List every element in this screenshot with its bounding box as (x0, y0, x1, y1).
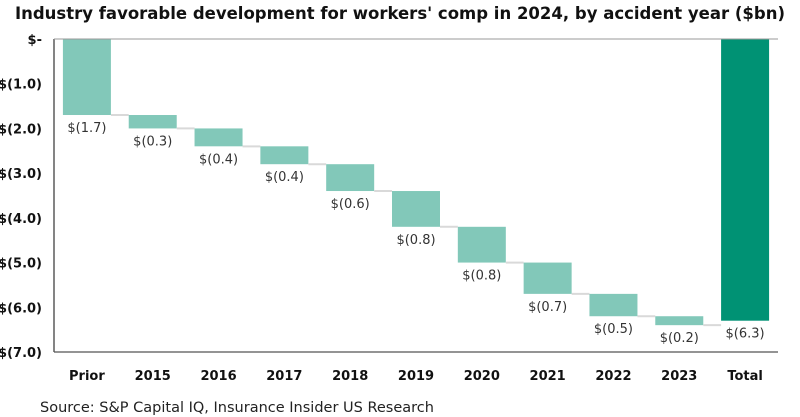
x-tick-label: 2018 (332, 369, 368, 384)
x-tick-label: 2023 (661, 369, 697, 384)
data-label: $(1.7) (67, 121, 106, 136)
data-label: $(0.4) (199, 152, 238, 167)
bar-2017 (260, 146, 309, 165)
data-label: $(0.8) (396, 233, 435, 248)
data-label: $(0.5) (594, 322, 633, 337)
y-tick-label: $(6.0) (0, 301, 42, 316)
data-label: $(0.6) (331, 197, 370, 212)
data-label: $(6.3) (726, 327, 765, 342)
x-tick-label: 2021 (530, 369, 566, 384)
bar-2019 (392, 191, 440, 227)
bar-2022 (589, 293, 638, 317)
chart-title: Industry favorable development for worke… (15, 4, 785, 23)
x-tick-label: 2016 (200, 369, 236, 384)
data-label: $(0.7) (528, 300, 567, 315)
bar-2016 (194, 128, 243, 147)
x-tick-label: 2015 (135, 369, 171, 384)
x-tick-label: Prior (69, 369, 105, 384)
y-tick-label: $(7.0) (0, 346, 42, 361)
x-tick-label: 2022 (595, 369, 631, 384)
data-label: $(0.4) (265, 170, 304, 185)
x-tick-label: Total (727, 369, 763, 384)
y-tick-label: $(4.0) (0, 212, 42, 227)
x-tick-label: 2020 (464, 369, 500, 384)
bar-2023 (655, 316, 704, 326)
y-tick-label: $(1.0) (0, 78, 42, 93)
bar-2021 (523, 262, 572, 294)
y-tick-label: $- (28, 33, 42, 48)
y-tick-label: $(3.0) (0, 167, 42, 182)
x-tick-label: 2017 (266, 369, 302, 384)
total-bar (721, 39, 770, 321)
data-label: $(0.3) (133, 134, 172, 149)
bar-prior (62, 39, 111, 116)
data-label: $(0.2) (660, 331, 699, 346)
bar-2020 (457, 226, 506, 263)
source-note: Source: S&P Capital IQ, Insurance Inside… (40, 400, 434, 416)
y-tick-label: $(2.0) (0, 122, 42, 137)
y-tick-label: $(5.0) (0, 257, 42, 272)
bar-2015 (128, 115, 177, 129)
x-tick-label: 2019 (398, 369, 434, 384)
bar-2018 (326, 164, 375, 192)
data-label: $(0.8) (462, 269, 501, 284)
